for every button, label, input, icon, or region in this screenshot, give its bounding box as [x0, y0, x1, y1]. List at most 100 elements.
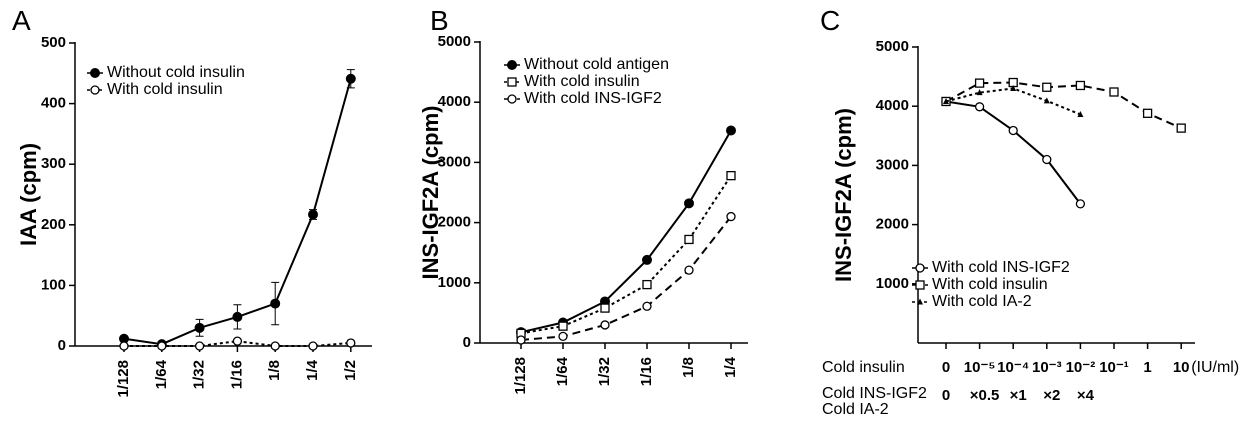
y-tick-label: 0	[58, 337, 66, 354]
y-tick-label: 2000	[876, 216, 909, 233]
panel-label: B	[430, 5, 449, 36]
x-tick-label: 1/64	[554, 356, 571, 386]
point	[726, 170, 736, 181]
y-axis-label: IAA (cpm)	[16, 143, 41, 246]
y-tick-label: 3000	[876, 156, 909, 173]
y-tick-label: 500	[41, 34, 66, 51]
y-tick-label: 100	[41, 276, 66, 293]
x-tick-label: 1/32	[596, 357, 613, 386]
series-line	[945, 100, 1082, 205]
legend-marker	[915, 280, 925, 290]
point	[943, 97, 949, 104]
point	[684, 265, 694, 275]
point	[642, 254, 652, 265]
legend-label: With cold insulin	[524, 73, 640, 90]
x-tick-label: 1/16	[638, 357, 655, 386]
x-tick-label: 0	[942, 387, 950, 404]
point	[600, 303, 610, 313]
panel-label: A	[12, 5, 31, 36]
unit-label: (IU/ml)	[1191, 359, 1239, 376]
legend-marker	[915, 263, 925, 273]
legend-label: With cold INS-IGF2	[932, 259, 1070, 276]
point	[194, 322, 205, 333]
panel-label: C	[820, 5, 840, 36]
point	[976, 89, 983, 96]
point	[974, 78, 985, 88]
point	[1008, 125, 1018, 136]
legend-label: Without cold antigen	[524, 56, 669, 73]
point	[346, 338, 356, 348]
point	[1109, 87, 1119, 97]
legend-marker	[90, 85, 100, 95]
point	[726, 125, 736, 136]
y-tick-label: 0	[463, 334, 471, 351]
point	[308, 209, 318, 220]
series-line	[945, 81, 1182, 130]
point	[194, 341, 205, 351]
x-tick-label: 1/2	[342, 360, 359, 381]
row-label: Cold IA-2	[822, 401, 889, 418]
x-tick-label: ×2	[1043, 387, 1060, 404]
y-axis-label: INS-IGF2A (cpm)	[831, 108, 856, 282]
x-tick-label: ×0.5	[970, 387, 1000, 404]
x-tick-label: 10⁻³	[1032, 359, 1062, 376]
point	[308, 341, 318, 351]
legend-marker	[917, 298, 923, 305]
point	[345, 73, 356, 84]
legend-marker	[90, 68, 100, 78]
point	[558, 331, 568, 342]
point	[232, 311, 243, 322]
point	[270, 341, 280, 351]
x-tick-label: 1/8	[680, 357, 697, 378]
point	[157, 341, 167, 351]
point	[232, 336, 243, 346]
row-label: Cold INS-IGF2	[822, 385, 927, 402]
x-tick-label: 10⁻⁵	[964, 359, 996, 376]
point	[600, 320, 610, 330]
legend-marker	[507, 60, 517, 70]
legend-marker	[507, 77, 517, 87]
point	[974, 102, 985, 112]
x-tick-label: ×1	[1010, 387, 1027, 404]
point	[1142, 108, 1153, 118]
point	[270, 298, 281, 309]
series-line	[520, 175, 732, 335]
x-tick-label: 0	[942, 359, 950, 376]
series-line	[945, 87, 1081, 116]
x-tick-label: 1	[1143, 359, 1151, 376]
legend-label: With cold insulin	[932, 276, 1048, 293]
point	[726, 211, 736, 222]
point	[1075, 80, 1086, 91]
y-tick-label: 1000	[876, 275, 909, 292]
point	[1075, 199, 1086, 209]
row-label: Cold insulin	[822, 359, 905, 376]
point	[558, 321, 568, 331]
x-tick-label: 1/64	[153, 359, 170, 389]
x-tick-label: 1/4	[722, 356, 739, 378]
y-tick-label: 5000	[438, 33, 471, 50]
legend-label: With cold IA-2	[932, 293, 1032, 310]
point	[1077, 110, 1084, 117]
x-tick-label: 1/4	[304, 359, 321, 381]
point	[1176, 123, 1186, 133]
y-tick-label: 3000	[438, 153, 471, 170]
point	[1042, 82, 1052, 92]
y-tick-label: 300	[41, 155, 66, 172]
point	[516, 335, 526, 345]
point	[684, 198, 694, 209]
point	[1043, 97, 1050, 104]
y-tick-label: 200	[41, 216, 66, 233]
point	[642, 301, 652, 311]
x-tick-label: 1/32	[191, 360, 208, 389]
legend-label: With cold insulin	[107, 81, 223, 98]
x-tick-label: ×4	[1077, 387, 1095, 404]
y-tick-label: 400	[41, 95, 66, 112]
x-tick-label: 10⁻¹	[1099, 359, 1129, 376]
x-tick-label: 10⁻⁴	[997, 359, 1029, 376]
legend-marker	[507, 94, 517, 104]
x-tick-label: 1/16	[228, 360, 245, 389]
point	[119, 341, 129, 351]
x-tick-label: 1/128	[512, 357, 529, 395]
point	[1042, 154, 1052, 165]
y-tick-label: 1000	[438, 274, 471, 291]
